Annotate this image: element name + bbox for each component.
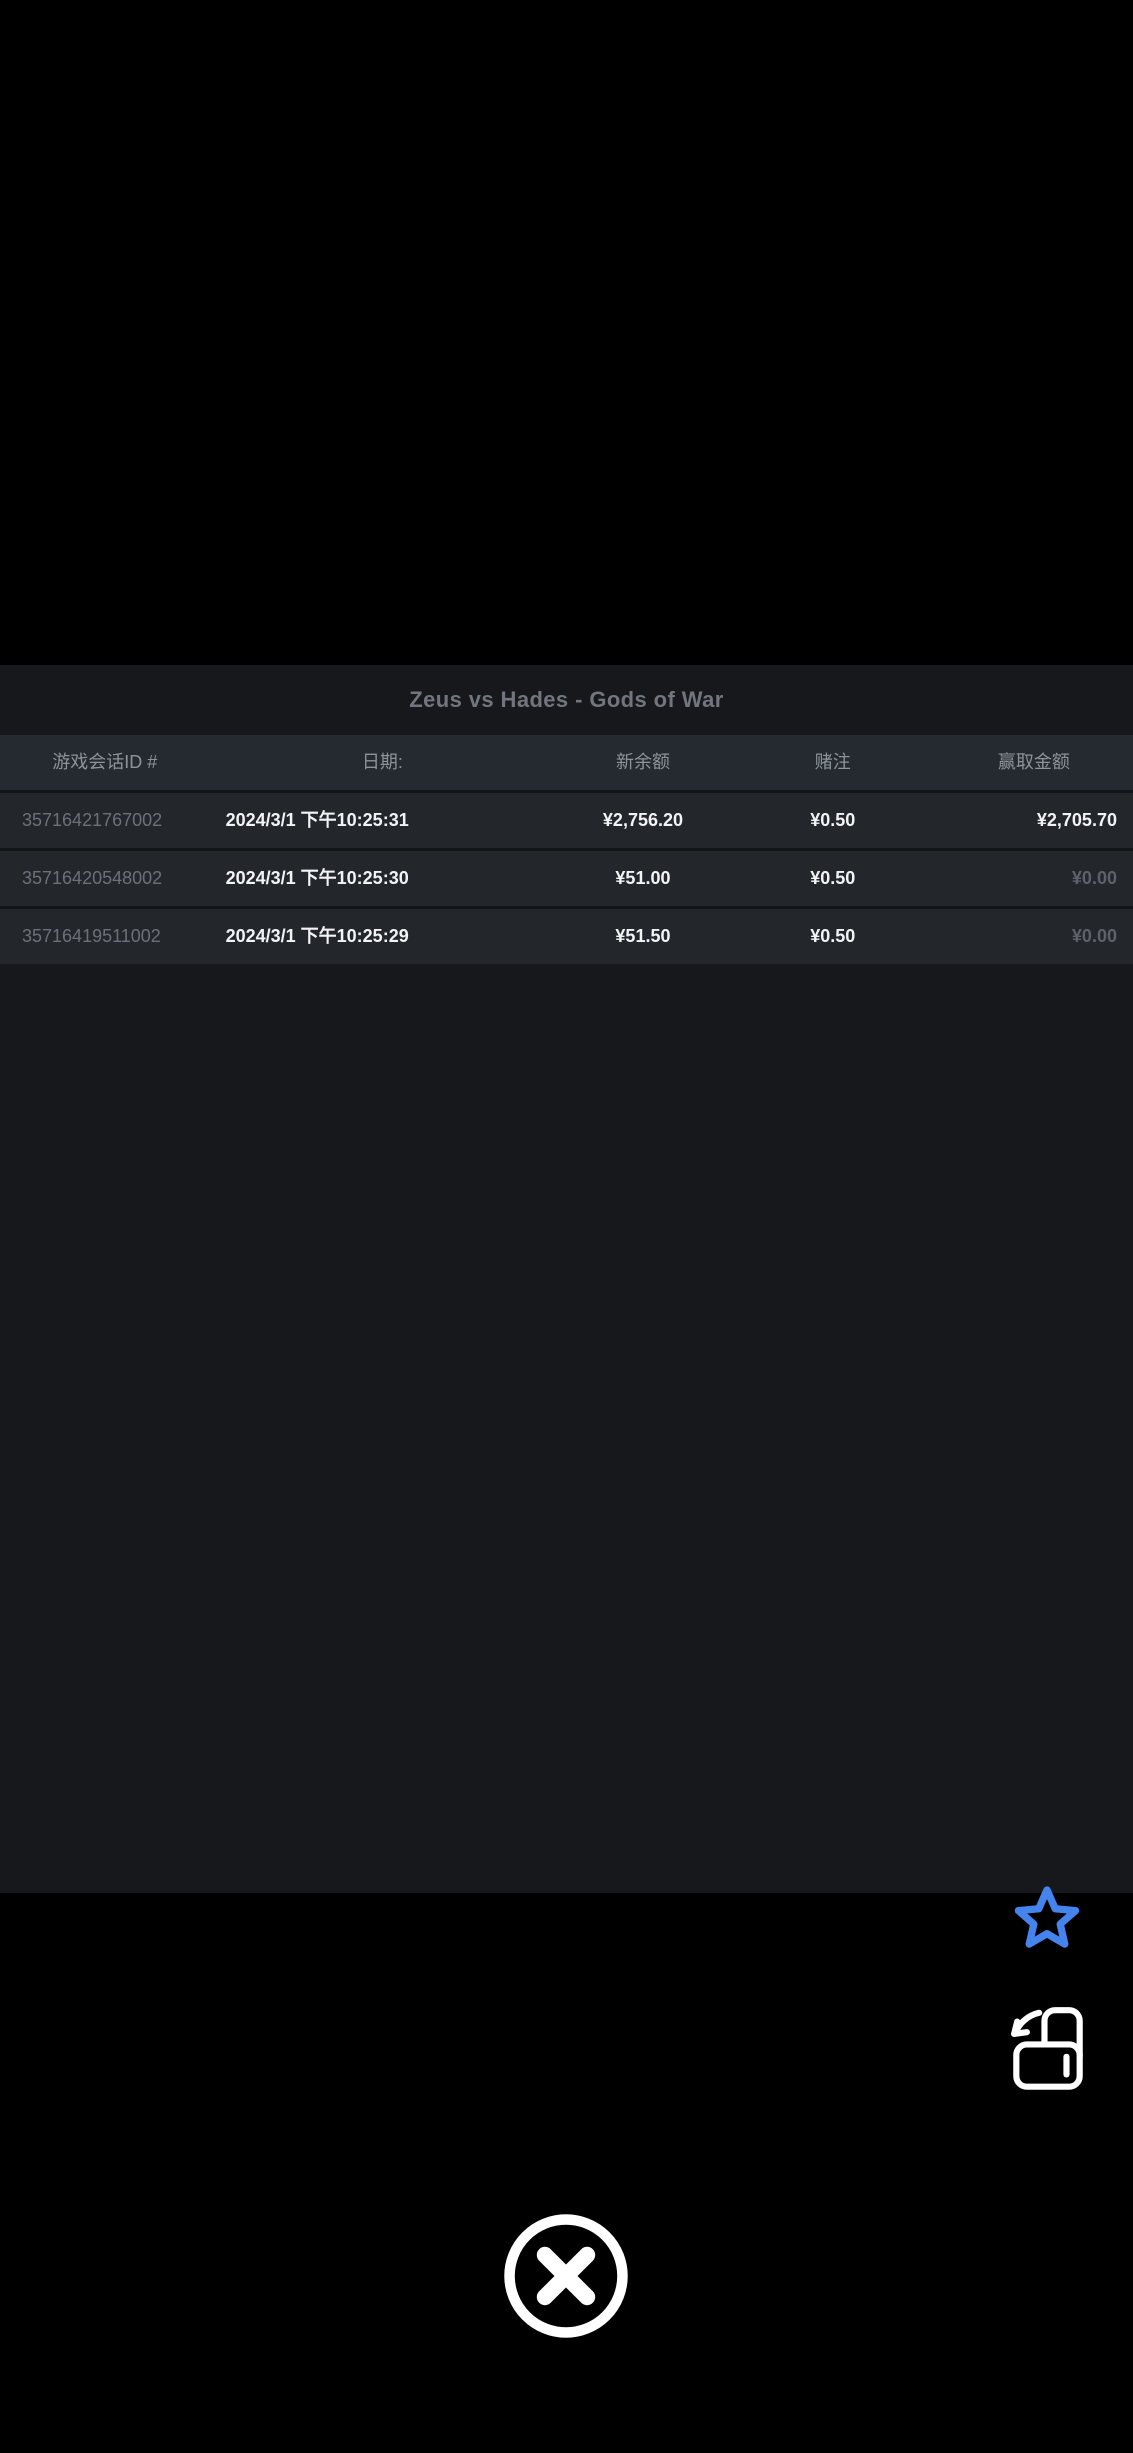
- column-header-win: 赢取金额: [997, 752, 1070, 772]
- rotate-screen-icon: [1004, 2007, 1092, 2095]
- game-title: Zeus vs Hades - Gods of War: [409, 687, 724, 712]
- cell-session_id: 35716421767002: [22, 810, 163, 830]
- cell-new_balance: ¥51.50: [615, 926, 671, 946]
- column-header-new_balance: 新余额: [615, 752, 670, 772]
- cell-date: 2024/3/1 下午10:25:29: [225, 926, 409, 946]
- cell-session_id: 35716420548002: [22, 868, 163, 888]
- cell-date: 2024/3/1 下午10:25:31: [225, 810, 409, 830]
- panel-titlebar: Zeus vs Hades - Gods of War: [0, 665, 1133, 735]
- column-header-date: 日期:: [361, 752, 403, 772]
- column-header-bet: 赌注: [814, 752, 851, 772]
- favorite-button[interactable]: [1004, 1880, 1090, 1960]
- cell-win: ¥2,705.70: [1036, 810, 1117, 830]
- cell-new_balance: ¥2,756.20: [602, 810, 683, 830]
- cell-win: ¥0.00: [1071, 926, 1117, 946]
- cell-date: 2024/3/1 下午10:25:30: [225, 868, 409, 888]
- cell-bet: ¥0.50: [810, 868, 856, 888]
- cell-new_balance: ¥51.00: [615, 868, 671, 888]
- close-icon: [499, 2214, 633, 2346]
- table-header-row: 游戏会话ID # 日期: 新余额 赌注 赢取金额: [0, 735, 1133, 790]
- close-button[interactable]: [499, 2209, 633, 2343]
- cell-win: ¥0.00: [1071, 868, 1117, 888]
- history-panel: Zeus vs Hades - Gods of War 游戏会话ID # 日期: 新…: [0, 665, 1133, 1893]
- cell-bet: ¥0.50: [810, 810, 856, 830]
- column-header-session_id: 游戏会话ID #: [52, 752, 158, 772]
- table-row: 35716419511002 2024/3/1 下午10:25:29 ¥51.50 ¥…: [0, 906, 1133, 964]
- cell-bet: ¥0.50: [810, 926, 856, 946]
- star-icon: [1004, 1886, 1090, 1963]
- cell-session_id: 35716419511002: [22, 926, 161, 946]
- table-body: 35716421767002 2024/3/1 下午10:25:31 ¥2,756.…: [0, 790, 1133, 964]
- rotate-screen-button[interactable]: [1004, 2004, 1092, 2092]
- table-row: 35716421767002 2024/3/1 下午10:25:31 ¥2,756.…: [0, 790, 1133, 848]
- table-row: 35716420548002 2024/3/1 下午10:25:30 ¥51.00 ¥…: [0, 848, 1133, 906]
